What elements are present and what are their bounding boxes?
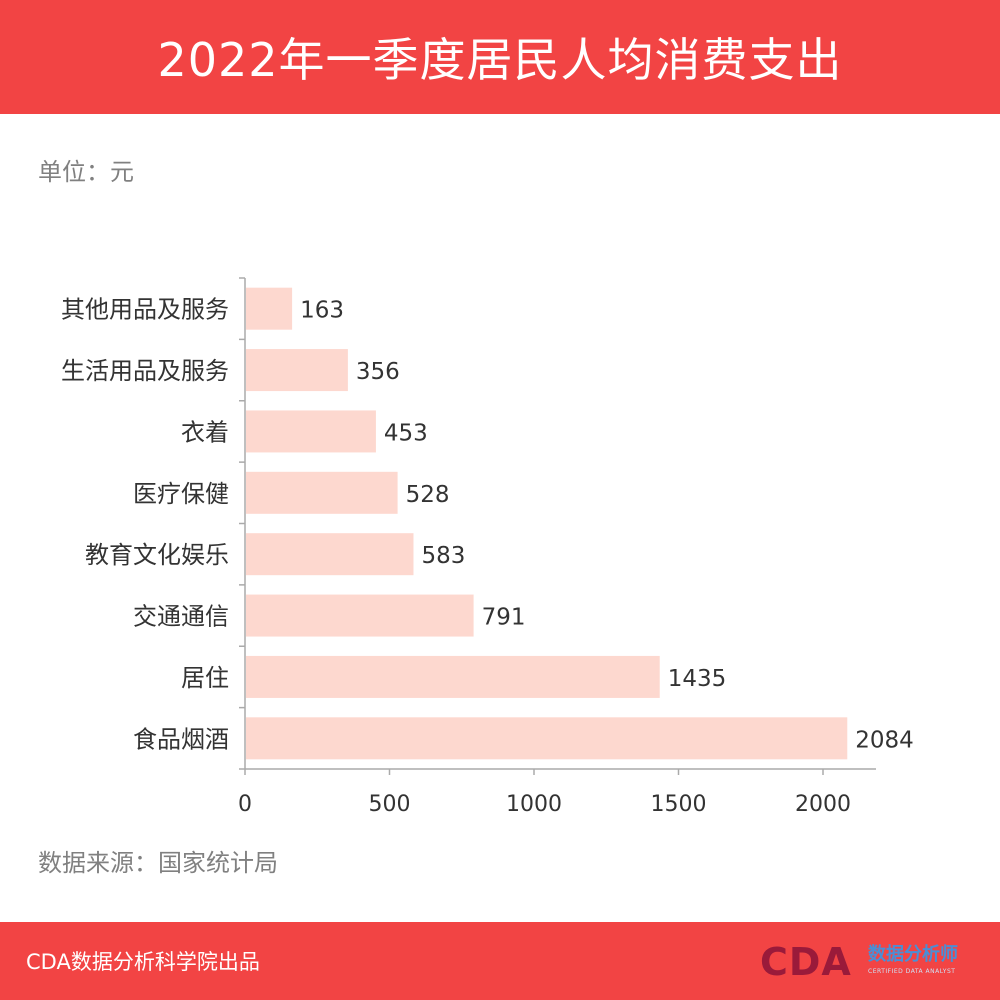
data-label: 2084 (855, 727, 914, 753)
data-label: 583 (421, 543, 465, 569)
bar (246, 655, 660, 698)
category-label: 教育文化娱乐 (85, 541, 229, 569)
page-title: 2022年一季度居民人均消费支出 (157, 33, 843, 87)
bar (246, 410, 376, 453)
bar (246, 717, 848, 760)
logo-cn-text: 数据分析师 (868, 944, 958, 965)
data-label: 1435 (668, 666, 727, 692)
bar (246, 287, 293, 330)
cda-logo: CDA 数据分析师 CERTIFIED DATA ANALYST (760, 936, 980, 986)
bar (246, 533, 414, 576)
x-tick-label: 500 (369, 792, 411, 817)
x-tick-label: 1000 (506, 792, 562, 817)
logo-en-text: CERTIFIED DATA ANALYST (868, 968, 956, 975)
footer-credit: CDA数据分析科学院出品 (26, 950, 260, 974)
bar (246, 594, 474, 637)
category-label: 其他用品及服务 (61, 296, 229, 324)
bar (246, 349, 348, 392)
logo-mark: CDA (760, 940, 852, 984)
x-tick-label: 2000 (795, 792, 851, 817)
data-label: 163 (300, 298, 344, 324)
data-label: 791 (482, 605, 526, 631)
unit-label: 单位：元 (38, 158, 134, 186)
title-banner: 2022年一季度居民人均消费支出 (0, 0, 1000, 114)
data-label: 453 (384, 420, 428, 446)
category-label: 生活用品及服务 (61, 357, 229, 385)
category-label: 交通通信 (133, 603, 229, 631)
source-label: 数据来源：国家统计局 (38, 849, 278, 877)
footer-banner: CDA数据分析科学院出品 CDA 数据分析师 CERTIFIED DATA AN… (0, 922, 1000, 1000)
category-label: 食品烟酒 (133, 725, 229, 753)
x-tick-label: 0 (238, 792, 252, 817)
category-label: 医疗保健 (133, 480, 229, 508)
data-label: 528 (406, 482, 450, 508)
category-label: 衣着 (181, 418, 229, 446)
x-tick-label: 1500 (651, 792, 707, 817)
category-label: 居住 (181, 664, 229, 692)
data-label: 356 (356, 359, 400, 385)
bar (246, 471, 398, 514)
